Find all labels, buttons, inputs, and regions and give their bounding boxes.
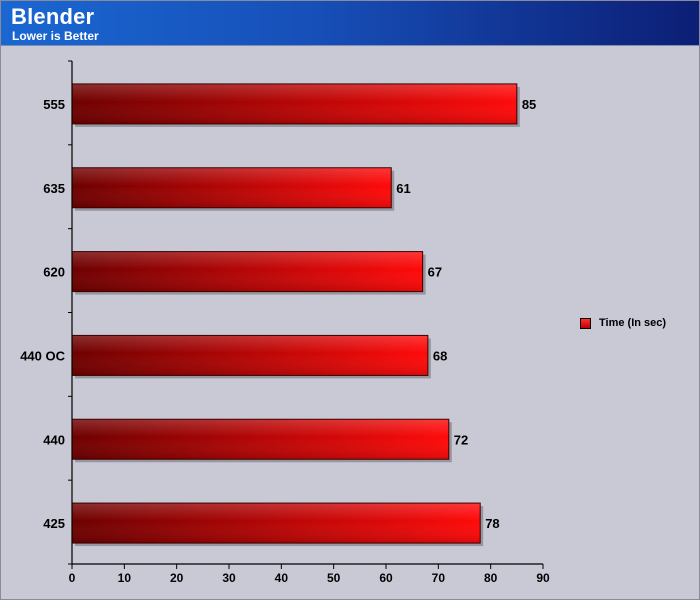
legend-swatch — [580, 317, 591, 329]
chart-subtitle: Lower is Better — [12, 29, 99, 43]
category-label: 440 OC — [20, 348, 65, 363]
x-tick-label: 0 — [69, 571, 76, 585]
legend-label: Time (In sec) — [599, 317, 667, 329]
x-tick-label: 70 — [432, 571, 446, 585]
category-label: 635 — [43, 181, 65, 196]
x-tick-label: 20 — [170, 571, 184, 585]
chart-header: Blender Lower is Better — [1, 1, 699, 46]
bar-shine — [72, 335, 428, 375]
bar-shine — [72, 419, 449, 459]
chart-legend: Time (In sec) — [580, 317, 666, 329]
bar-shine — [72, 84, 517, 124]
x-tick-label: 40 — [275, 571, 289, 585]
value-label: 61 — [396, 181, 410, 196]
bars-layer: 85 61 67 68 72 78 — [71, 83, 536, 547]
axes-layer: 555 635 620 440 OC 440 425 0 10 20 30 40 50 60 70 80 90 — [20, 60, 550, 585]
category-label: 555 — [43, 97, 65, 112]
value-label: 68 — [433, 348, 447, 363]
x-tick-label: 80 — [484, 571, 498, 585]
bar-shine — [72, 503, 480, 543]
x-tick-label: 50 — [327, 571, 341, 585]
x-tick-label: 60 — [379, 571, 393, 585]
bar-shine — [72, 168, 391, 208]
value-label: 67 — [428, 265, 442, 280]
category-label: 620 — [43, 265, 65, 280]
x-tick-label: 90 — [536, 571, 550, 585]
value-label: 72 — [454, 432, 468, 447]
value-label: 85 — [522, 97, 536, 112]
chart-title: Blender — [11, 4, 95, 29]
category-label: 440 — [43, 432, 65, 447]
value-label: 78 — [485, 516, 499, 531]
x-tick-label: 10 — [118, 571, 132, 585]
category-label: 425 — [43, 516, 65, 531]
bar-shine — [72, 252, 423, 292]
x-tick-label: 30 — [222, 571, 236, 585]
